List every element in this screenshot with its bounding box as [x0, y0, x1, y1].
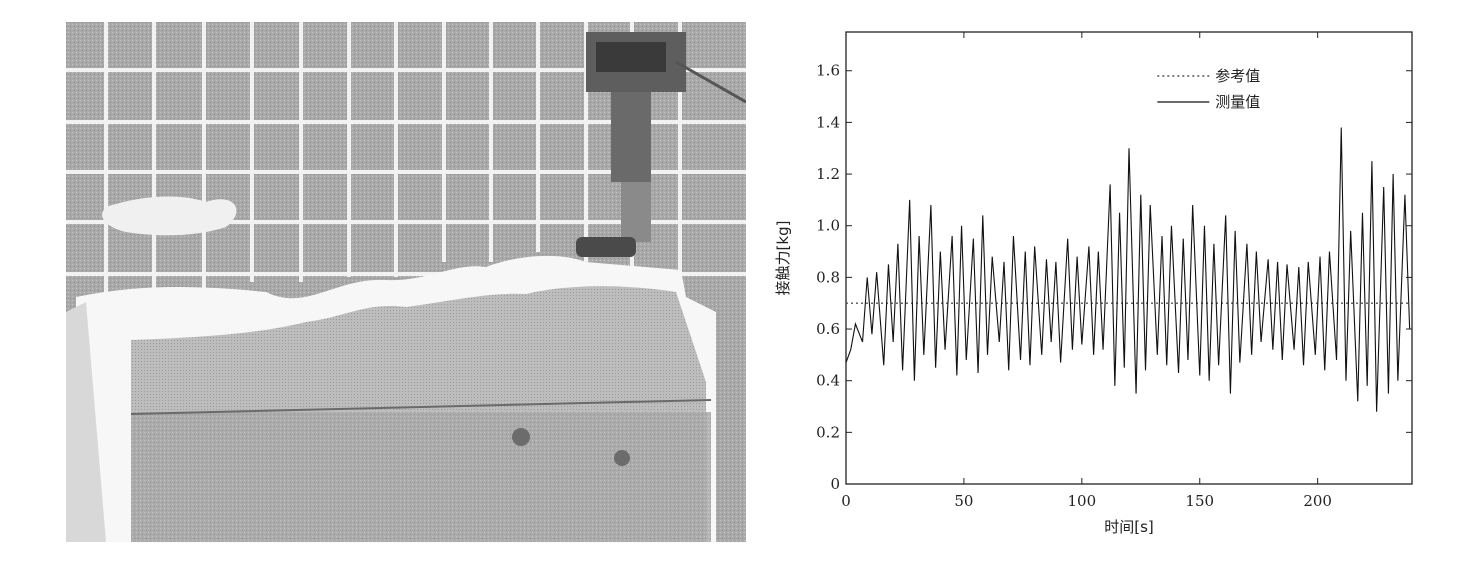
- y-tick-label: 1.4: [816, 113, 840, 131]
- series-measured-line: [845, 127, 1411, 412]
- x-axis-title: 时间[s]: [1104, 518, 1154, 536]
- y-tick-label: 0.4: [816, 372, 840, 390]
- legend: 参考值 测量值: [1157, 67, 1260, 111]
- x-tick-label: 200: [1303, 492, 1332, 510]
- y-tick-label: 1.6: [816, 62, 840, 80]
- y-tick-label: 0.6: [816, 320, 840, 338]
- wire-grid: [66, 22, 746, 302]
- y-tick-label: 0.2: [816, 423, 840, 441]
- robot-arm: [576, 32, 747, 257]
- x-tick-label: 50: [954, 492, 973, 510]
- y-tick-label: 0: [830, 475, 840, 493]
- experiment-photo: [66, 22, 747, 542]
- contact-force-chart: 0 50 100 150 200 0 0.2 0.4 0.6 0.8 1.0 1.2 1.4 1.6 参考…: [760, 18, 1460, 558]
- white-object: [102, 196, 237, 236]
- screw-head: [614, 450, 630, 466]
- legend-label-measured: 测量值: [1215, 93, 1260, 111]
- screw-head: [512, 428, 530, 446]
- x-tick-label: 150: [1185, 492, 1214, 510]
- y-tick-label: 1.2: [816, 165, 840, 183]
- y-axis-title: 接触力[kg]: [774, 221, 792, 296]
- x-tick-label: 100: [1068, 492, 1097, 510]
- y-tick-label: 0.8: [816, 268, 840, 286]
- x-tick-label: 0: [841, 492, 851, 510]
- plot-area-frame: [845, 31, 1413, 485]
- y-tick-label: 1.0: [816, 217, 840, 235]
- wooden-base: [131, 412, 711, 542]
- legend-label-reference: 参考值: [1215, 67, 1260, 85]
